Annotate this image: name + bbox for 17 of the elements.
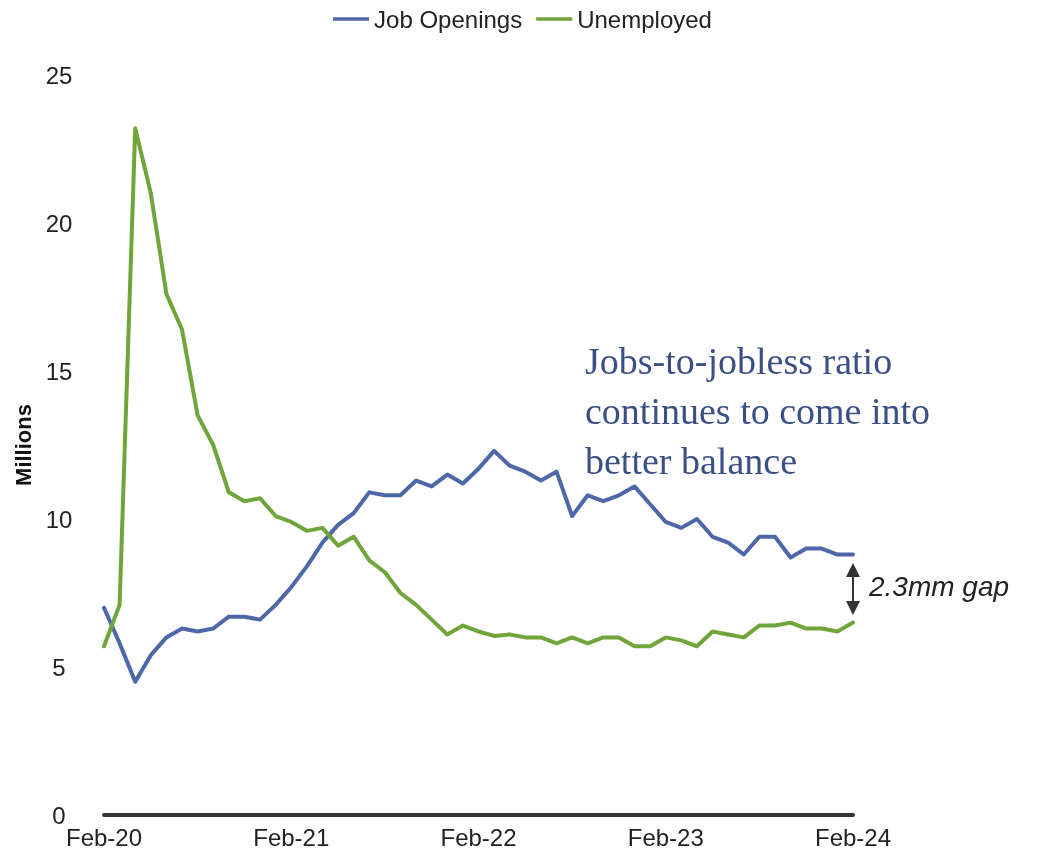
y-tick-label: 25 bbox=[45, 61, 73, 89]
y-tick-label: 5 bbox=[52, 653, 66, 681]
x-tick-label: Feb-21 bbox=[253, 823, 330, 851]
x-tick-label: Feb-22 bbox=[440, 823, 517, 851]
legend-label: Unemployed bbox=[577, 5, 712, 33]
x-tick-label: Feb-24 bbox=[814, 823, 892, 851]
line-series bbox=[102, 448, 855, 684]
y-tick-label: 0 bbox=[52, 801, 66, 829]
x-tick-label: Feb-23 bbox=[627, 823, 704, 851]
y-axis-title: Millions bbox=[11, 404, 37, 486]
y-tick-label: 15 bbox=[45, 357, 73, 385]
y-tick-label: 10 bbox=[45, 505, 73, 533]
annotation: Jobs-to-jobless ratio continues to come into better balance bbox=[585, 340, 931, 482]
x-tick-label: Feb-20 bbox=[65, 823, 143, 851]
text: 2.3mm gap bbox=[868, 571, 1010, 603]
y-tick-label: 20 bbox=[45, 209, 73, 237]
legend-label: Job Openings bbox=[374, 5, 523, 33]
